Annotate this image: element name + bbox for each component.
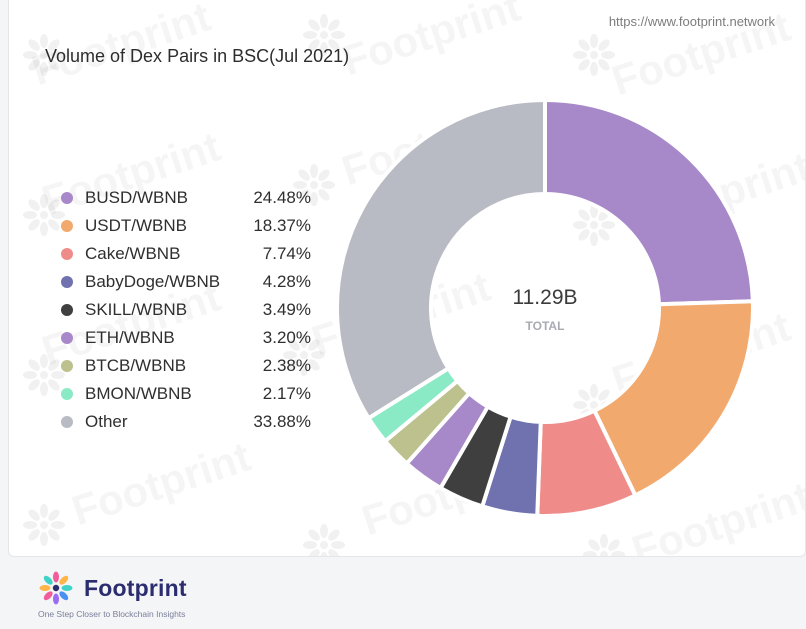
watermark-text: Footprint — [66, 433, 256, 536]
legend-item[interactable]: BTCB/WBNB 2.38% — [61, 352, 311, 380]
legend-percent: 7.74% — [262, 244, 311, 263]
legend-item[interactable]: SKILL/WBNB 3.49% — [61, 296, 311, 324]
chart-title: Volume of Dex Pairs in BSC(Jul 2021) — [45, 46, 350, 66]
legend-swatch — [61, 304, 73, 316]
legend-percent: 33.88% — [253, 412, 311, 431]
legend-percent: 3.49% — [262, 300, 311, 319]
legend-item[interactable]: Other 33.88% — [61, 408, 311, 436]
footprint-logo[interactable]: Footprint — [36, 568, 187, 608]
legend-label: BUSD/WBNB — [85, 188, 188, 207]
legend-item[interactable]: ETH/WBNB 3.20% — [61, 324, 311, 352]
legend-percent: 2.38% — [262, 356, 311, 375]
legend-swatch — [61, 248, 73, 260]
legend-item[interactable]: BUSD/WBNB 24.48% — [61, 184, 311, 212]
legend-label: USDT/WBNB — [85, 216, 187, 235]
legend-label: BabyDoge/WBNB — [85, 272, 221, 291]
brand-name: Footprint — [84, 574, 187, 601]
watermark-flower-icon — [573, 34, 615, 76]
legend-percent: 18.37% — [253, 216, 311, 235]
legend-item[interactable]: USDT/WBNB 18.37% — [61, 212, 311, 240]
legend-swatch — [61, 276, 73, 288]
site-url[interactable]: https://www.footprint.network — [608, 14, 775, 29]
legend-swatch — [61, 192, 73, 204]
watermark-flower-icon — [23, 504, 65, 546]
legend-item[interactable]: BMON/WBNB 2.17% — [61, 380, 311, 408]
legend-label: Cake/WBNB — [85, 244, 181, 263]
watermark-text: Footprint — [336, 0, 526, 85]
legend-swatch — [61, 416, 73, 428]
chart-card: FootprintFootprintFootprintFootprintFoot… — [8, 0, 806, 557]
legend-label: BMON/WBNB — [85, 384, 192, 403]
legend-swatch — [61, 332, 73, 344]
donut-slice[interactable] — [335, 98, 547, 421]
legend-swatch — [61, 220, 73, 232]
brand-tagline: One Step Closer to Blockchain Insights — [38, 609, 186, 619]
legend-percent: 4.28% — [262, 272, 311, 291]
legend-percent: 2.17% — [262, 384, 311, 403]
legend-item[interactable]: Cake/WBNB 7.74% — [61, 240, 311, 268]
watermark-flower-icon — [583, 534, 625, 556]
center-total-value: 11.29B — [513, 286, 578, 309]
legend-label: Other — [85, 412, 128, 431]
donut-slices — [335, 98, 755, 518]
donut-slice[interactable] — [543, 98, 755, 307]
center-total-label: TOTAL — [526, 319, 565, 333]
legend-percent: 3.20% — [262, 328, 311, 347]
legend-label: SKILL/WBNB — [85, 300, 188, 319]
legend-item[interactable]: BabyDoge/WBNB 4.28% — [61, 268, 311, 296]
legend-percent: 24.48% — [253, 188, 311, 207]
legend-label: ETH/WBNB — [85, 328, 175, 347]
footprint-flower-icon — [39, 571, 73, 605]
legend-swatch — [61, 388, 73, 400]
legend-swatch — [61, 360, 73, 372]
donut-chart: 11.29B TOTAL — [335, 98, 755, 518]
donut-slice[interactable] — [592, 299, 755, 498]
legend-label: BTCB/WBNB — [85, 356, 187, 375]
chart-legend: BUSD/WBNB 24.48% USDT/WBNB 18.37% Cake/WBNB 7… — [61, 184, 311, 436]
